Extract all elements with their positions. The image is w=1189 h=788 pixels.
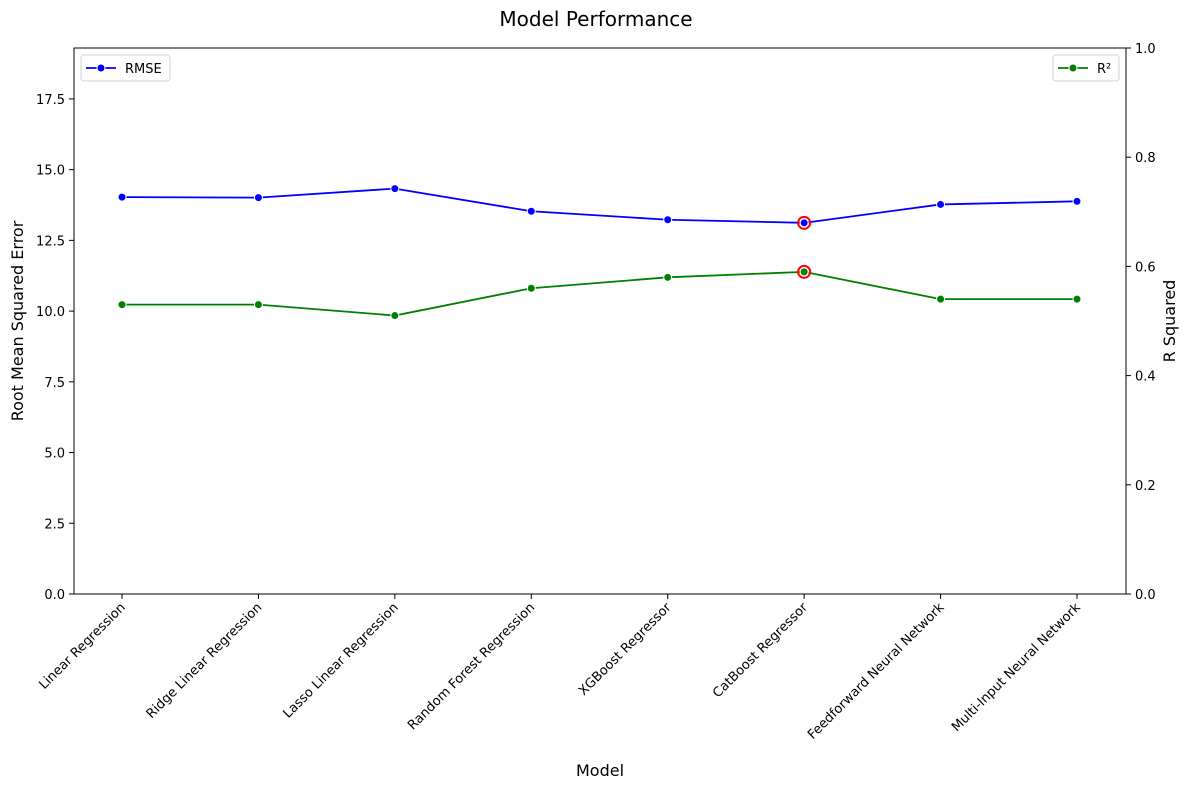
x-tick-label: XGBoost Regressor — [576, 600, 675, 699]
data-point — [799, 267, 809, 277]
y-tick-label-right: 0.2 — [1135, 479, 1156, 494]
y-tick-label-left: 0.0 — [44, 588, 65, 603]
chart-title: Model Performance — [499, 7, 692, 31]
data-point — [936, 294, 946, 304]
x-tick-label: CatBoost Regressor — [710, 600, 811, 701]
y-tick-label-left: 7.5 — [44, 376, 65, 391]
series-line-1 — [122, 270, 1077, 317]
legend-0: RMSE — [80, 54, 171, 82]
y-tick-label-right: 1.0 — [1135, 42, 1156, 57]
data-point — [663, 272, 673, 282]
data-point — [1072, 294, 1082, 304]
data-point — [117, 192, 127, 202]
y-tick-label-left: 10.0 — [36, 305, 65, 320]
y-tick-label-right: 0.0 — [1135, 588, 1156, 603]
plot-frame — [73, 47, 1127, 595]
data-point — [390, 311, 400, 321]
x-tick-label: Multi-Input Neural Network — [949, 600, 1084, 735]
data-point — [526, 206, 536, 216]
legend-1: R² — [1052, 54, 1120, 82]
y-axis-label-right: R Squared — [1160, 280, 1179, 363]
data-point — [526, 283, 536, 293]
highlight-marker — [797, 264, 812, 279]
data-point — [117, 300, 127, 310]
legend-marker — [96, 63, 106, 73]
x-tick-label: Ridge Linear Regression — [144, 600, 266, 722]
legend-box — [80, 54, 171, 82]
data-point — [799, 218, 809, 228]
legend-label: RMSE — [125, 62, 162, 77]
x-tick-label: Lasso Linear Regression — [280, 600, 401, 721]
legend-marker — [1068, 63, 1078, 73]
x-axis-label: Model — [576, 761, 624, 780]
y-tick-label-left: 17.5 — [36, 93, 65, 108]
highlight-marker — [797, 215, 812, 230]
series-line-0 — [121, 187, 1078, 224]
data-point — [663, 215, 673, 225]
data-point — [390, 184, 400, 194]
data-point — [1072, 196, 1082, 206]
x-tick-label: Feedforward Neural Network — [805, 600, 948, 743]
x-tick-label: Linear Regression — [36, 600, 128, 692]
legend-label: R² — [1097, 62, 1111, 77]
data-point — [936, 199, 946, 209]
data-point — [253, 193, 263, 203]
y-tick-label-left: 5.0 — [44, 447, 65, 462]
y-tick-label-left: 15.0 — [36, 164, 65, 179]
y-tick-label-right: 0.4 — [1135, 370, 1156, 385]
y-tick-label-left: 12.5 — [36, 234, 65, 249]
y-tick-label-right: 0.8 — [1135, 151, 1156, 166]
y-tick-label-left: 2.5 — [44, 517, 65, 532]
x-tick-label: Random Forest Regression — [405, 600, 538, 733]
y-tick-label-right: 0.6 — [1135, 260, 1156, 275]
y-axis-label-left: Root Mean Squared Error — [8, 220, 27, 421]
data-point — [253, 300, 263, 310]
